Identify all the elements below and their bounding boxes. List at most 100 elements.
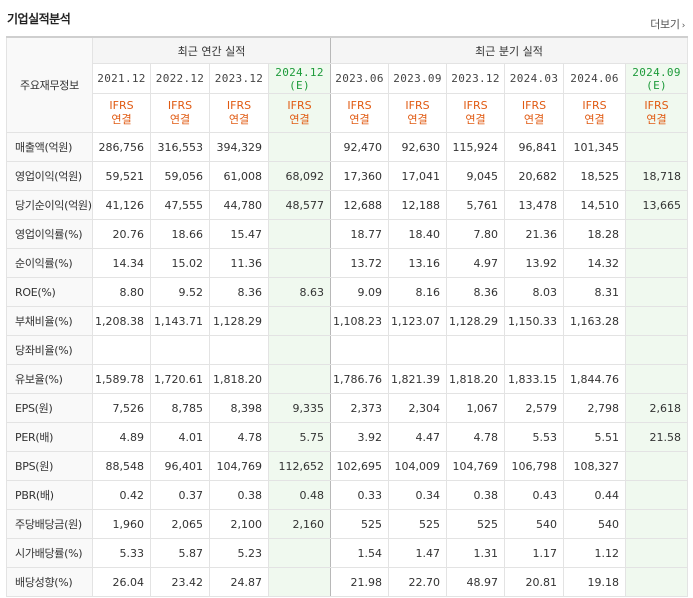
row-label[interactable]: 부채비율(%) [6, 306, 93, 336]
ifrs-label: IFRS 연결 [388, 93, 448, 133]
row-label[interactable]: PBR(배) [6, 480, 93, 510]
table-cell [504, 335, 565, 365]
estimate-mark: (E) [646, 78, 667, 92]
table-row: BPS(원) 88,548 96,401 104,769 112,652 102,695 1… [6, 451, 689, 481]
row-label[interactable]: 매출액(억원) [6, 132, 93, 162]
table-cell: 1,150.33 [504, 306, 565, 336]
table-cell: 21.36 [504, 219, 565, 249]
row-label[interactable]: 주당배당금(원) [6, 509, 93, 539]
table-cell: 101,345 [563, 132, 627, 162]
row-label[interactable]: 순이익률(%) [6, 248, 93, 278]
chevron-right-icon: › [681, 21, 686, 31]
ifrs-line1: IFRS [582, 99, 607, 112]
table-cell [625, 538, 689, 568]
table-cell: 22.70 [388, 567, 448, 597]
ifrs-line2: 연결 [228, 113, 250, 126]
table-cell: 24.87 [209, 567, 269, 597]
table-cell: 1,128.29 [446, 306, 506, 336]
row-label[interactable]: 당기순이익(억원) [6, 190, 93, 220]
ifrs-row: IFRS 연결 IFRS 연결 IFRS 연결 IFRS 연결 IFRS 연결 IFRS 연결 IFRS… [7, 93, 689, 133]
ifrs-line2: 연결 [523, 113, 545, 126]
table-cell: 5.53 [504, 422, 565, 452]
table-cell: 1,208.38 [92, 306, 151, 336]
table-cell: 14.32 [563, 248, 627, 278]
row-label[interactable]: EPS(원) [6, 393, 93, 423]
table-cell: 88,548 [92, 451, 151, 481]
table-row: PER(배) 4.89 4.01 4.78 5.75 3.92 4.47 4.78 5.53 5.… [6, 422, 689, 452]
table-cell: 102,695 [330, 451, 390, 481]
row-label[interactable]: 당좌비율(%) [6, 335, 93, 365]
annual-period: 2024.12 (E) [267, 63, 332, 94]
table-cell: 1.17 [504, 538, 565, 568]
table-cell [267, 306, 332, 336]
more-link[interactable]: 더보기 › [650, 16, 685, 32]
ifrs-line2: 연결 [407, 113, 428, 126]
ifrs-line1: IFRS [109, 99, 134, 112]
table-cell: 11.36 [209, 248, 269, 278]
table-cell: 59,056 [150, 161, 210, 191]
table-cell: 104,769 [446, 451, 506, 481]
table-cell: 104,769 [209, 451, 269, 481]
table-cell: 92,630 [388, 132, 448, 162]
table-cell: 108,327 [563, 451, 627, 481]
table-cell: 8.36 [446, 277, 506, 307]
table-cell: 4.89 [92, 422, 151, 452]
table-cell: 540 [563, 509, 627, 539]
table-cell: 20.81 [504, 567, 565, 597]
row-label[interactable]: 영업이익(억원) [6, 161, 93, 191]
table-cell: 12,688 [330, 190, 390, 220]
table-cell: 0.38 [209, 480, 269, 510]
row-header-label: 주요재무정보 [6, 36, 93, 133]
table-cell: 68,092 [267, 161, 332, 191]
row-label[interactable]: 배당성향(%) [6, 567, 93, 597]
row-label[interactable]: BPS(원) [6, 451, 93, 481]
table-cell: 8,398 [209, 393, 269, 423]
row-label[interactable]: 유보율(%) [6, 364, 93, 394]
ifrs-line1: IFRS [287, 99, 312, 112]
table-cell [267, 364, 332, 394]
ifrs-label: IFRS 연결 [267, 93, 332, 133]
row-label[interactable]: ROE(%) [6, 277, 93, 307]
table-cell: 540 [504, 509, 565, 539]
table-cell [446, 335, 506, 365]
table-cell: 4.47 [388, 422, 448, 452]
table-cell [625, 277, 689, 307]
table-cell: 1,844.76 [563, 364, 627, 394]
ifrs-line2: 연결 [465, 113, 486, 126]
ifrs-label: IFRS 연결 [563, 93, 627, 133]
table-cell: 8,785 [150, 393, 210, 423]
ifrs-line1: IFRS [347, 99, 372, 112]
table-cell: 2,798 [563, 393, 627, 423]
table-cell: 1,108.23 [330, 306, 390, 336]
table-cell [625, 509, 689, 539]
table-cell: 316,553 [150, 132, 210, 162]
table-cell: 14,510 [563, 190, 627, 220]
table-cell: 8.63 [267, 277, 332, 307]
table-cell [150, 335, 210, 365]
ifrs-label: IFRS 연결 [625, 93, 689, 133]
ifrs-label: IFRS 연결 [446, 93, 506, 133]
table-cell [267, 132, 332, 162]
table-cell: 48,577 [267, 190, 332, 220]
table-cell: 5,761 [446, 190, 506, 220]
table-cell: 1,786.76 [330, 364, 390, 394]
quarter-period: 2023.09 [388, 63, 448, 94]
period-label: 2021.12 [97, 72, 146, 85]
ifrs-line1: IFRS [226, 99, 252, 112]
table-cell: 1,123.07 [388, 306, 448, 336]
row-label[interactable]: 영업이익률(%) [6, 219, 93, 249]
table-cell: 2,304 [388, 393, 448, 423]
ifrs-line1: IFRS [644, 99, 669, 112]
row-label[interactable]: PER(배) [6, 422, 93, 452]
table-cell: 0.48 [267, 480, 332, 510]
table-cell: 394,329 [209, 132, 269, 162]
financial-table: 주요재무정보 최근 연간 실적 최근 분기 실적 2021.12 2022.12 2023… [6, 36, 689, 597]
table-cell [625, 306, 689, 336]
table-cell: 47,555 [150, 190, 210, 220]
table-cell: 1,818.20 [446, 364, 506, 394]
row-label[interactable]: 시가배당률(%) [6, 538, 93, 568]
quarter-period: 2024.06 [563, 63, 627, 94]
section-title: 기업실적분석 [7, 12, 71, 26]
annual-caption: 최근 연간 실적 [91, 36, 332, 64]
caption-row: 주요재무정보 최근 연간 실적 최근 분기 실적 [6, 36, 689, 133]
